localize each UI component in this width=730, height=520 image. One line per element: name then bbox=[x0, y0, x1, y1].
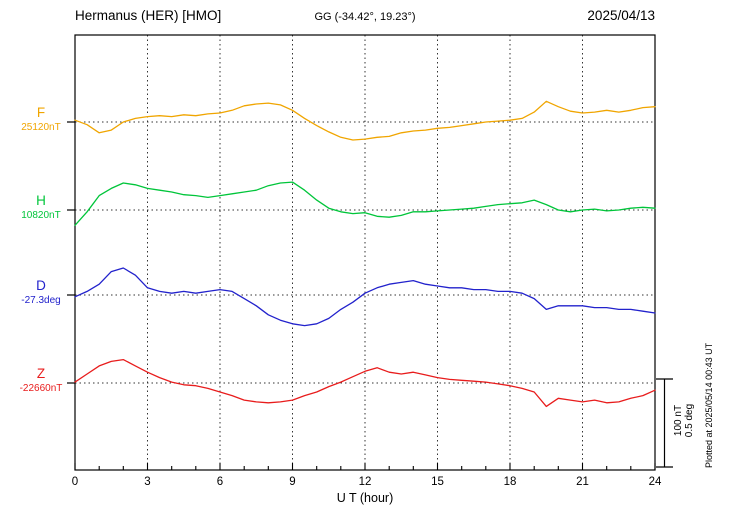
series-D-baseline-value: -27.3deg bbox=[21, 294, 61, 306]
plot-date: 2025/04/13 bbox=[587, 8, 655, 23]
trace-Z bbox=[74, 358, 656, 408]
x-tick-label: 24 bbox=[649, 476, 662, 488]
series-H-baseline-value: 10820nT bbox=[21, 209, 61, 221]
scale-bar-label: 100 nT 0.5 deg bbox=[673, 377, 695, 464]
trace-D bbox=[74, 267, 656, 327]
x-axis-label: U T (hour) bbox=[336, 491, 394, 505]
plotted-timestamp: Plotted at 2025/05/14 00:43 UT bbox=[704, 342, 714, 468]
series-label-D: D -27.3deg bbox=[10, 279, 72, 306]
series-label-F: F 25120nT bbox=[10, 106, 72, 133]
scale-nt-label: 100 nT bbox=[673, 404, 684, 437]
x-tick-label: 6 bbox=[217, 476, 223, 488]
plot-border bbox=[74, 34, 656, 471]
x-tick-label: 3 bbox=[144, 476, 150, 488]
geographic-coords: GG (-34.42°, 19.23°) bbox=[314, 11, 416, 23]
series-H-letter: H bbox=[36, 193, 46, 208]
series-D-letter: D bbox=[36, 278, 46, 293]
series-label-Z: Z -22660nT bbox=[10, 367, 72, 394]
x-tick-label: 18 bbox=[504, 476, 517, 488]
x-tick-label: 12 bbox=[359, 476, 372, 488]
x-tick-label: 15 bbox=[431, 476, 444, 488]
station-title: Hermanus (HER) [HMO] bbox=[75, 8, 222, 23]
series-F-letter: F bbox=[36, 105, 46, 120]
trace-F bbox=[74, 100, 656, 141]
series-Z-letter: Z bbox=[36, 366, 46, 381]
scale-deg-label: 0.5 deg bbox=[684, 403, 695, 438]
series-label-H: H 10820nT bbox=[10, 194, 72, 221]
trace-H bbox=[74, 181, 656, 226]
x-tick-label: 0 bbox=[72, 476, 78, 488]
x-tick-label: 9 bbox=[289, 476, 295, 488]
series-Z-baseline-value: -22660nT bbox=[19, 382, 63, 394]
x-tick-label: 21 bbox=[576, 476, 589, 488]
series-F-baseline-value: 25120nT bbox=[21, 121, 61, 133]
